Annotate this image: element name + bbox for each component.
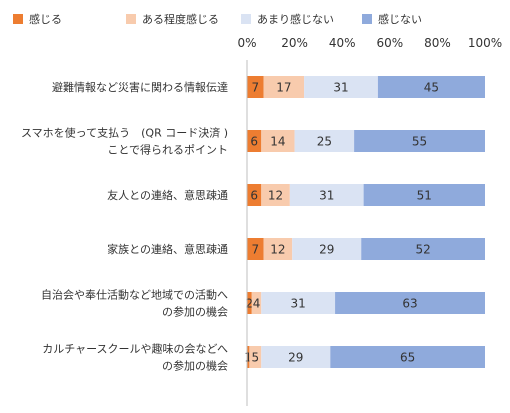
- bar-segment: [354, 130, 485, 152]
- category-label: 家族との連絡、意思疎通: [107, 242, 228, 256]
- data-label: 12: [270, 243, 285, 257]
- data-label: 51: [417, 189, 432, 203]
- data-label: 7: [252, 243, 260, 257]
- data-label: 7: [252, 81, 260, 95]
- bar-segment: [247, 292, 252, 314]
- x-tick-label: 80%: [424, 36, 451, 50]
- data-label: 14: [270, 135, 285, 149]
- data-label: 5: [252, 351, 260, 365]
- bar-segment: [261, 346, 331, 368]
- bar-segment: [247, 238, 264, 260]
- data-label: 17: [276, 81, 291, 95]
- x-tick-label: 100%: [468, 36, 502, 50]
- bar-segment: [263, 238, 293, 260]
- data-label: 29: [288, 351, 303, 365]
- data-label: 6: [250, 135, 258, 149]
- bar-segment: [247, 184, 262, 206]
- bar-segment: [247, 346, 250, 368]
- legend-swatch: [126, 14, 136, 24]
- legend-label: 感じない: [378, 13, 422, 26]
- bar-segment: [261, 130, 295, 152]
- bar-segment: [247, 76, 264, 98]
- bar-segment: [247, 130, 262, 152]
- data-label: 2: [246, 297, 254, 311]
- bar-segment: [330, 346, 485, 368]
- category-label: ことで得られるポイント: [107, 144, 228, 157]
- x-tick-label: 60%: [376, 36, 403, 50]
- data-label: 31: [319, 189, 334, 203]
- data-label: 52: [415, 243, 430, 257]
- data-label: 1: [244, 351, 252, 365]
- data-label: 55: [412, 135, 427, 149]
- bar-segment: [363, 184, 485, 206]
- data-label: 31: [291, 297, 306, 311]
- legend-label: ある程度感じる: [142, 12, 219, 26]
- data-label: 65: [400, 351, 415, 365]
- category-label: の参加の機会: [162, 359, 228, 373]
- bar-segment: [261, 184, 290, 206]
- bar-segment: [249, 346, 262, 368]
- data-label: 25: [317, 135, 332, 149]
- bar-segment: [294, 130, 355, 152]
- category-label: 避難情報など災害に関わる情報伝達: [52, 80, 228, 94]
- legend-swatch: [241, 14, 251, 24]
- data-label: 29: [319, 243, 334, 257]
- data-label: 31: [333, 81, 348, 95]
- category-label: カルチャースクールや趣味の会などへ: [42, 342, 228, 356]
- legend-label: 感じる: [29, 13, 62, 26]
- bar-segment: [289, 184, 364, 206]
- category-label: 友人との連絡、意思疎通: [107, 188, 228, 202]
- legend-swatch: [362, 14, 372, 24]
- bar-segment: [377, 76, 485, 98]
- bar-segment: [251, 292, 262, 314]
- x-tick-label: 20%: [281, 36, 308, 50]
- data-label: 45: [424, 81, 439, 95]
- bar-segment: [335, 292, 485, 314]
- bar-segment: [261, 292, 336, 314]
- x-tick-label: 0%: [237, 36, 256, 50]
- bar-segment: [361, 238, 485, 260]
- category-label: の参加の機会: [162, 305, 228, 319]
- data-label: 12: [268, 189, 283, 203]
- data-label: 6: [250, 189, 258, 203]
- data-label: 4: [253, 297, 261, 311]
- category-label: スマホを使って支払う (QR コード決済 ): [21, 126, 228, 140]
- bar-segment: [304, 76, 378, 98]
- bar-segment: [263, 76, 305, 98]
- legend-swatch: [13, 14, 23, 24]
- data-label: 63: [402, 297, 417, 311]
- legend-label: あまり感じない: [257, 13, 334, 26]
- x-tick-label: 40%: [329, 36, 356, 50]
- category-label: 自治会や奉仕活動など地域での活動へ: [41, 288, 228, 302]
- bar-segment: [292, 238, 362, 260]
